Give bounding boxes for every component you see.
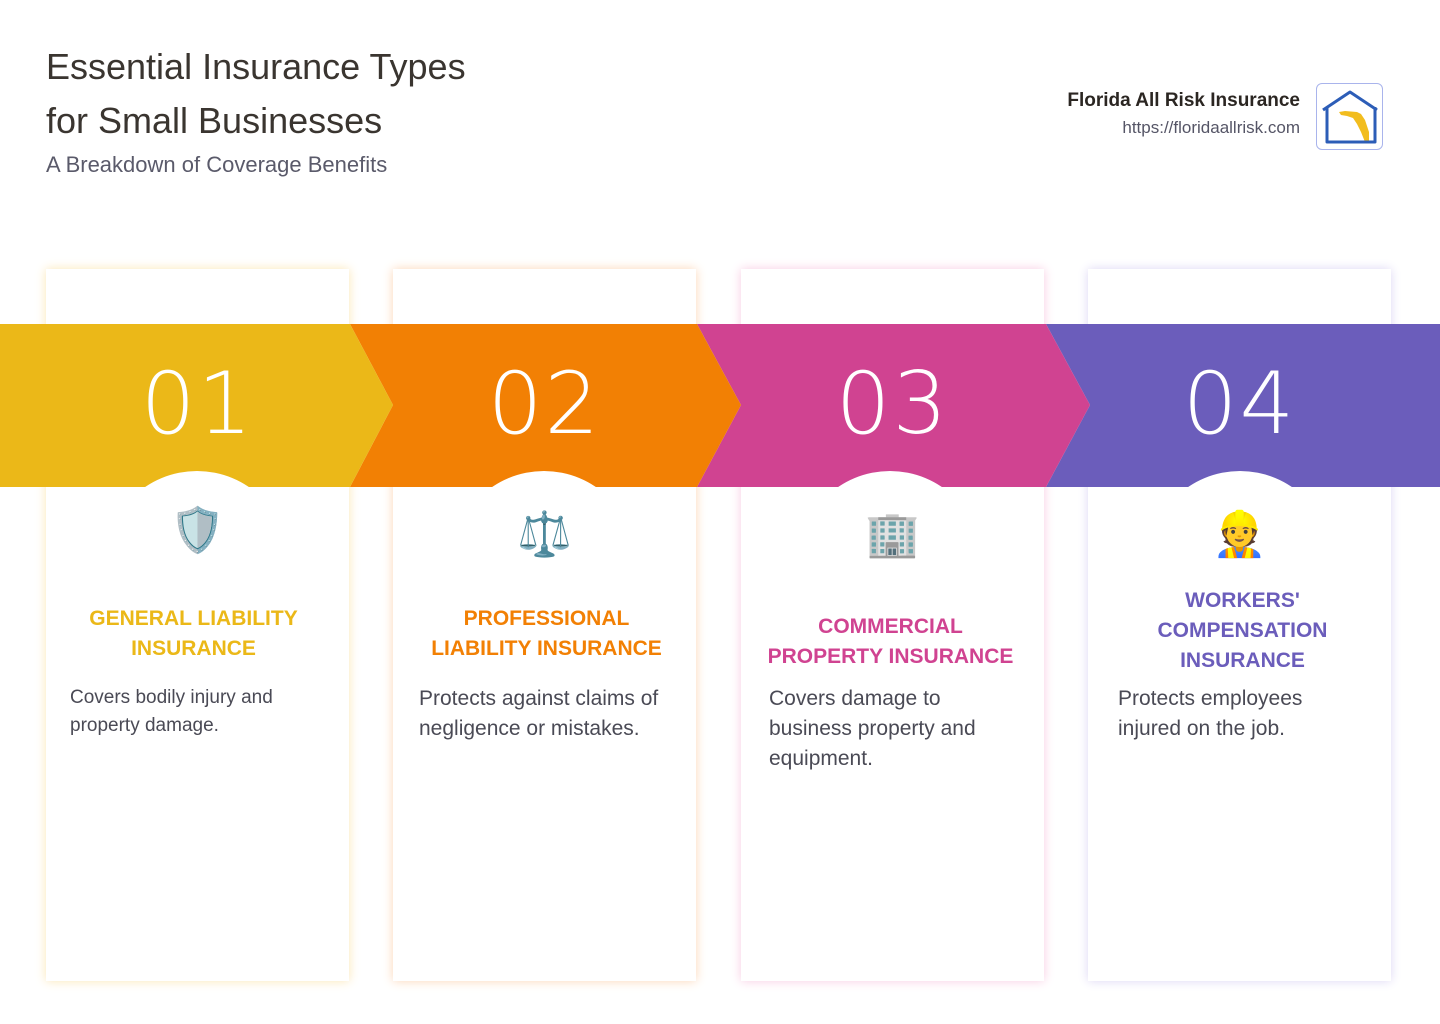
step-title: GENERAL LIABILITY INSURANCE	[89, 607, 298, 660]
banner-segment-3	[697, 324, 1090, 487]
house-florida-logo-icon	[1316, 83, 1383, 150]
icon-circle	[105, 471, 289, 655]
brand-url[interactable]: https://floridaallrisk.com	[1122, 118, 1300, 137]
step-number: 02	[487, 354, 602, 454]
step-title: PROFESSIONAL LIABILITY INSURANCE	[431, 607, 662, 660]
step-description: Protects employees injured on the job.	[1118, 687, 1303, 740]
step-description: Protects against claims of negligence or…	[419, 687, 659, 740]
title-line-1: Essential Insurance Types	[46, 46, 466, 87]
banner-segment-2	[350, 324, 741, 487]
step-number: 01	[140, 354, 255, 454]
shield-icon: 🛡️	[170, 506, 225, 555]
step-description: Covers damage to business property and e…	[769, 687, 976, 770]
brand-block: Florida All Risk Insurance https://flori…	[1067, 90, 1300, 138]
step-banner	[0, 324, 1440, 487]
step-number: 04	[1182, 354, 1297, 454]
step-number: 03	[835, 354, 950, 454]
page-title: Essential Insurance Types for Small Busin…	[46, 40, 566, 148]
icon-circle	[798, 471, 982, 655]
icon-circle	[1148, 471, 1332, 655]
office-building-icon: 🏢	[865, 510, 920, 559]
step-title: WORKERS' COMPENSATION INSURANCE	[1157, 589, 1328, 672]
scales-icon: ⚖️	[517, 510, 572, 559]
banner-segment-4	[1046, 324, 1440, 487]
step-title: COMMERCIAL PROPERTY INSURANCE	[767, 615, 1014, 668]
brand-name: Florida All Risk Insurance	[1067, 90, 1300, 111]
icon-circle	[452, 471, 636, 655]
page-subtitle: A Breakdown of Coverage Benefits	[46, 152, 388, 177]
banner-segment-1	[0, 324, 393, 487]
title-line-2: for Small Businesses	[46, 100, 383, 141]
step-description: Covers bodily injury and property damage…	[70, 687, 273, 736]
construction-worker-icon: 👷	[1212, 510, 1267, 559]
